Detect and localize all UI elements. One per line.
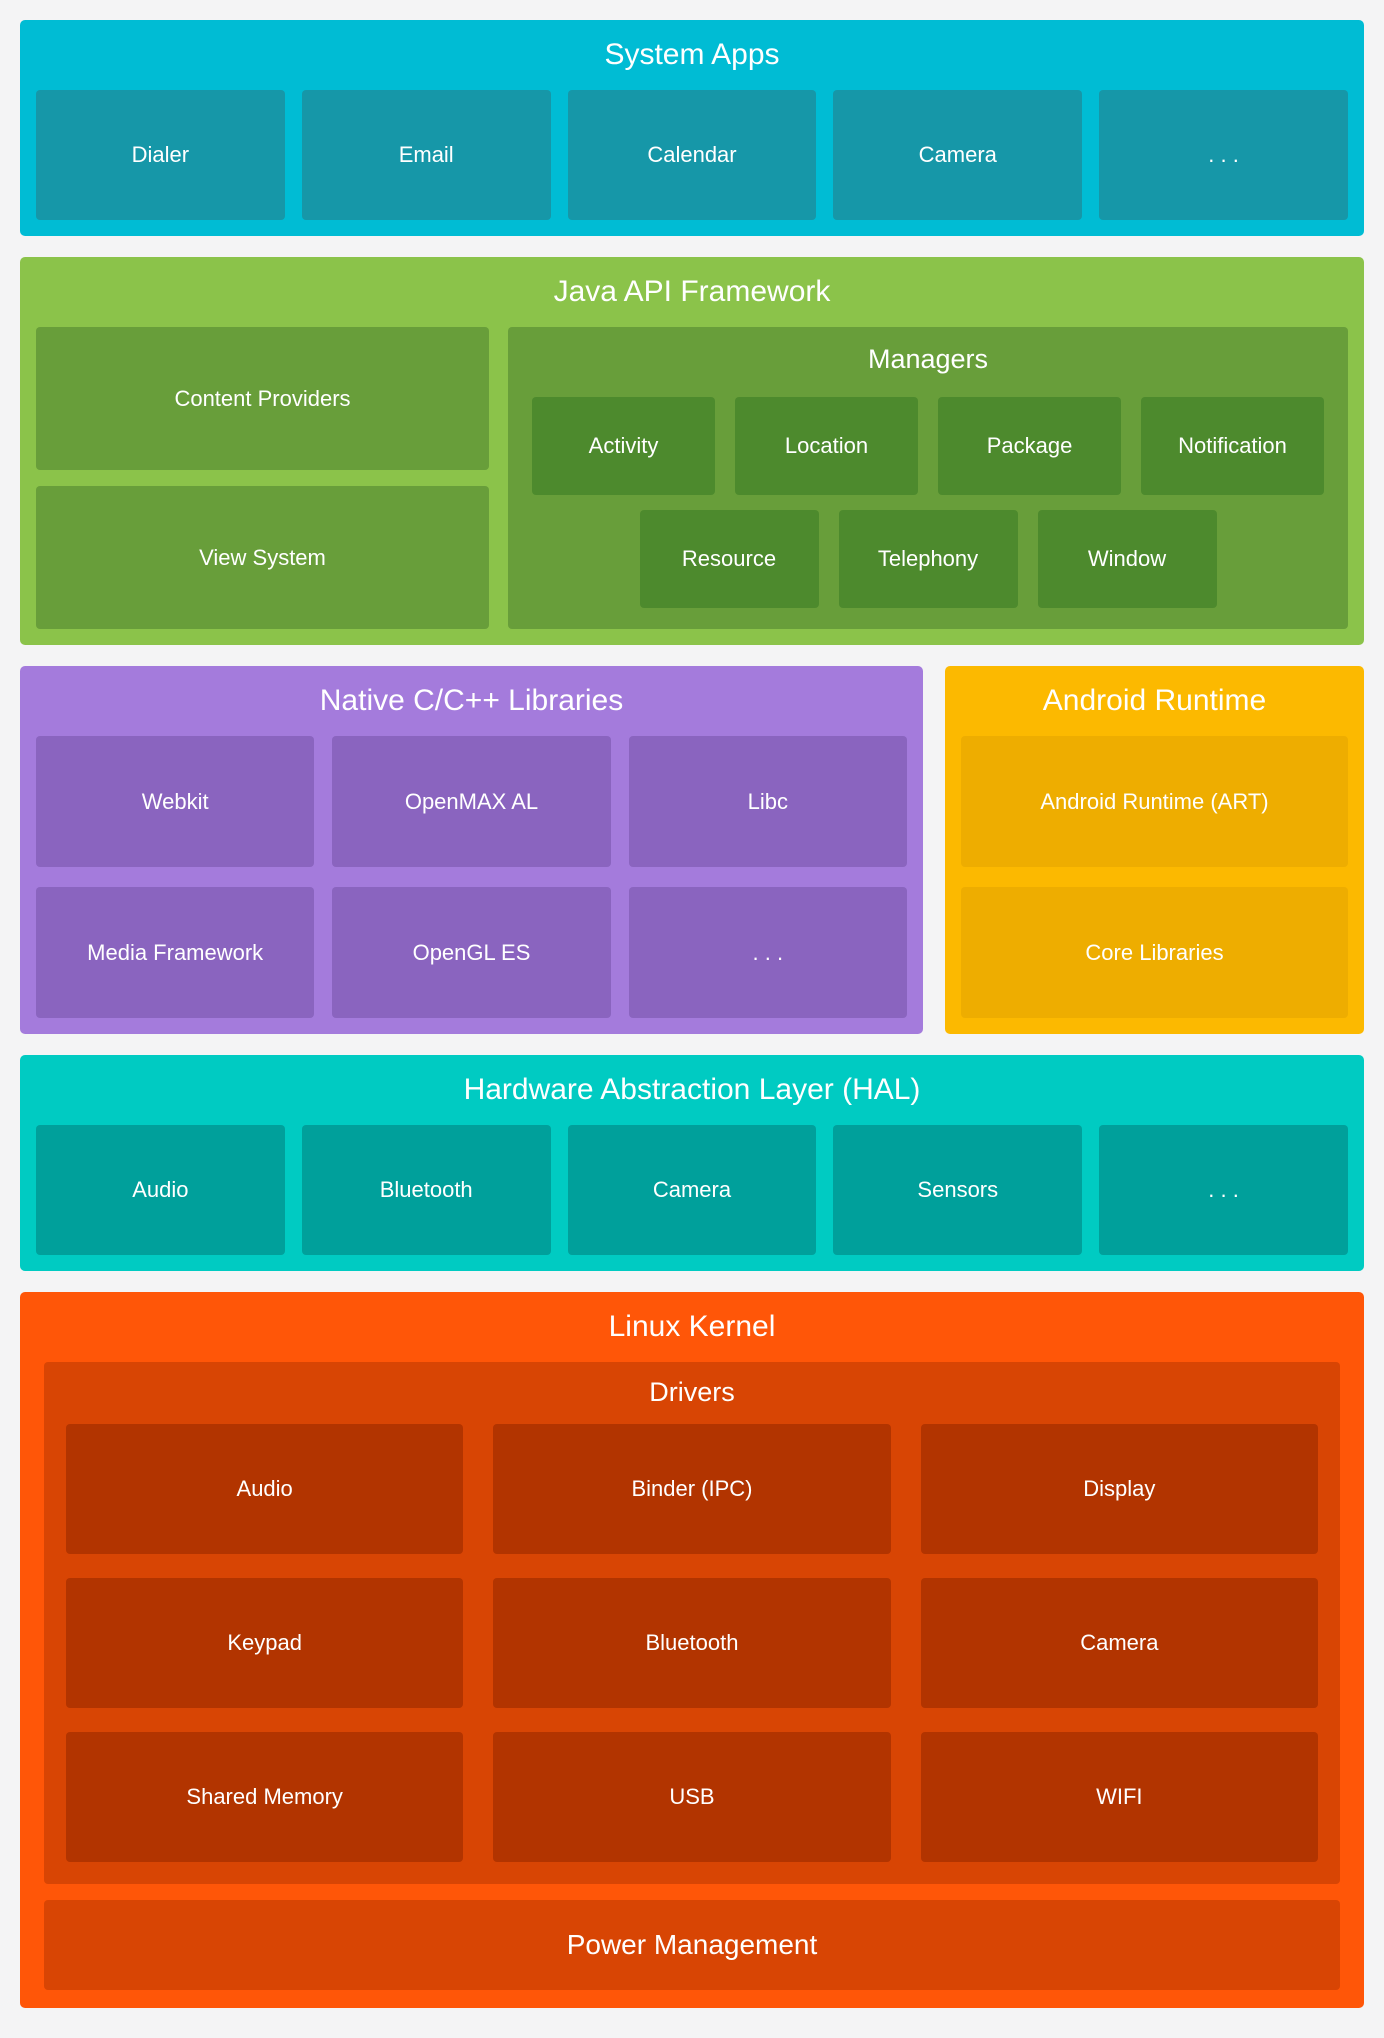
hal-box-audio: Audio: [36, 1125, 285, 1255]
box-android-runtime-art: Android Runtime (ART): [961, 736, 1348, 867]
driver-box-camera: Camera: [920, 1578, 1318, 1708]
drivers-panel: Drivers Audio Binder (IPC) Display Keypa…: [44, 1362, 1340, 1884]
driver-box-shared-memory: Shared Memory: [66, 1732, 464, 1862]
native-and-runtime-row: Native C/C++ Libraries Webkit OpenMAX AL…: [20, 666, 1364, 1034]
manager-chip-resource: Resource: [639, 509, 819, 608]
android-runtime-section: Android Runtime Android Runtime (ART) Co…: [945, 666, 1364, 1034]
native-libraries-grid: Webkit OpenMAX AL Libc Media Framework O…: [36, 736, 907, 1018]
android-runtime-title: Android Runtime: [1042, 684, 1267, 717]
android-runtime-column: Android Runtime (ART) Core Libraries: [961, 736, 1348, 1018]
manager-chip-notification: Notification: [1141, 396, 1324, 495]
java-api-framework-title: Java API Framework: [553, 275, 831, 308]
hal-box-camera: Camera: [567, 1125, 817, 1255]
manager-chip-activity: Activity: [532, 396, 715, 495]
manager-chip-telephony: Telephony: [838, 509, 1018, 608]
app-box-email: Email: [301, 90, 551, 220]
system-apps-title: System Apps: [604, 38, 780, 71]
hal-box-row: Audio Bluetooth Camera Sensors . . .: [36, 1125, 1348, 1255]
drivers-title: Drivers: [649, 1377, 735, 1407]
driver-box-bluetooth: Bluetooth: [493, 1578, 891, 1708]
driver-box-keypad: Keypad: [66, 1578, 464, 1708]
managers-panel: Managers Activity Location Package Notif…: [508, 327, 1348, 629]
managers-row-2: Resource Telephony Window: [532, 502, 1324, 615]
driver-box-binder-ipc: Binder (IPC): [493, 1424, 891, 1554]
box-core-libraries: Core Libraries: [961, 887, 1348, 1018]
app-box-more: . . .: [1099, 90, 1348, 220]
linux-kernel-section: Linux Kernel Drivers Audio Binder (IPC) …: [20, 1292, 1364, 2008]
system-apps-section: System Apps Dialer Email Calendar Camera…: [20, 20, 1364, 236]
driver-box-wifi: WIFI: [920, 1732, 1318, 1862]
power-management-box: Power Management: [44, 1900, 1340, 1990]
hal-section: Hardware Abstraction Layer (HAL) Audio B…: [20, 1055, 1364, 1271]
hal-title: Hardware Abstraction Layer (HAL): [463, 1073, 921, 1106]
managers-title: Managers: [867, 344, 989, 374]
box-openmax-al: OpenMAX AL: [332, 736, 611, 867]
box-media-framework: Media Framework: [36, 887, 315, 1018]
manager-chip-package: Package: [938, 396, 1121, 495]
linux-kernel-title: Linux Kernel: [608, 1310, 776, 1343]
manager-chip-location: Location: [735, 396, 918, 495]
box-opengl-es: OpenGL ES: [332, 887, 611, 1018]
managers-row-1: Activity Location Package Notification: [532, 389, 1324, 502]
java-api-framework-section: Java API Framework Content Providers Vie…: [20, 257, 1364, 645]
driver-box-display: Display: [920, 1424, 1318, 1554]
drivers-grid: Audio Binder (IPC) Display Keypad Blueto…: [66, 1424, 1318, 1862]
java-api-framework-body: Content Providers View System Managers A…: [36, 327, 1348, 629]
app-box-calendar: Calendar: [567, 90, 817, 220]
java-left-column: Content Providers View System: [36, 327, 489, 629]
native-box-more: . . .: [628, 887, 907, 1018]
hal-box-sensors: Sensors: [833, 1125, 1083, 1255]
manager-chip-window: Window: [1037, 509, 1217, 608]
hal-box-more: . . .: [1099, 1125, 1348, 1255]
app-box-camera: Camera: [833, 90, 1083, 220]
driver-box-usb: USB: [493, 1732, 891, 1862]
native-libraries-title: Native C/C++ Libraries: [319, 684, 624, 717]
driver-box-audio: Audio: [66, 1424, 464, 1554]
box-libc: Libc: [628, 736, 907, 867]
box-webkit: Webkit: [36, 736, 315, 867]
app-box-dialer: Dialer: [36, 90, 285, 220]
android-platform-architecture-diagram: System Apps Dialer Email Calendar Camera…: [20, 20, 1364, 2008]
box-content-providers: Content Providers: [36, 327, 489, 470]
native-libraries-section: Native C/C++ Libraries Webkit OpenMAX AL…: [20, 666, 923, 1034]
box-view-system: View System: [36, 486, 489, 629]
system-apps-box-row: Dialer Email Calendar Camera . . .: [36, 90, 1348, 220]
hal-box-bluetooth: Bluetooth: [301, 1125, 551, 1255]
